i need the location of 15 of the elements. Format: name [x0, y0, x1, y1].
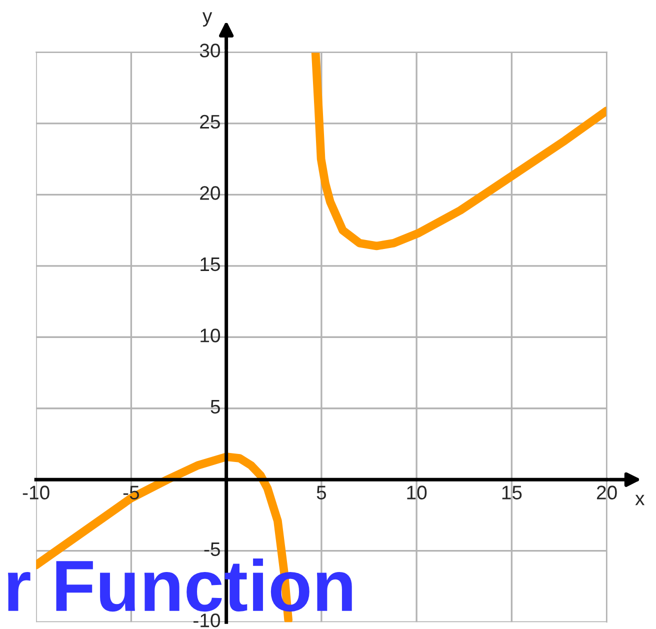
- y-tick-label: 10: [200, 328, 220, 342]
- y-axis-title: y: [202, 12, 212, 27]
- y-tick-label: 25: [200, 114, 220, 129]
- x-tick-label: 5: [316, 486, 326, 500]
- x-tick-label: -10: [22, 486, 50, 500]
- y-tick-label: -10: [194, 614, 220, 628]
- x-tick-label: 10: [407, 486, 427, 500]
- x-tick-label: 15: [502, 486, 522, 500]
- y-tick-label: 5: [210, 400, 220, 414]
- y-tick-label: -5: [204, 542, 220, 556]
- x-tick-label: 20: [596, 486, 617, 500]
- x-axis-title: x: [635, 494, 645, 506]
- y-tick-label: 30: [200, 44, 220, 58]
- y-tick-label: 15: [200, 258, 220, 272]
- y-tick-label: 20: [200, 186, 220, 200]
